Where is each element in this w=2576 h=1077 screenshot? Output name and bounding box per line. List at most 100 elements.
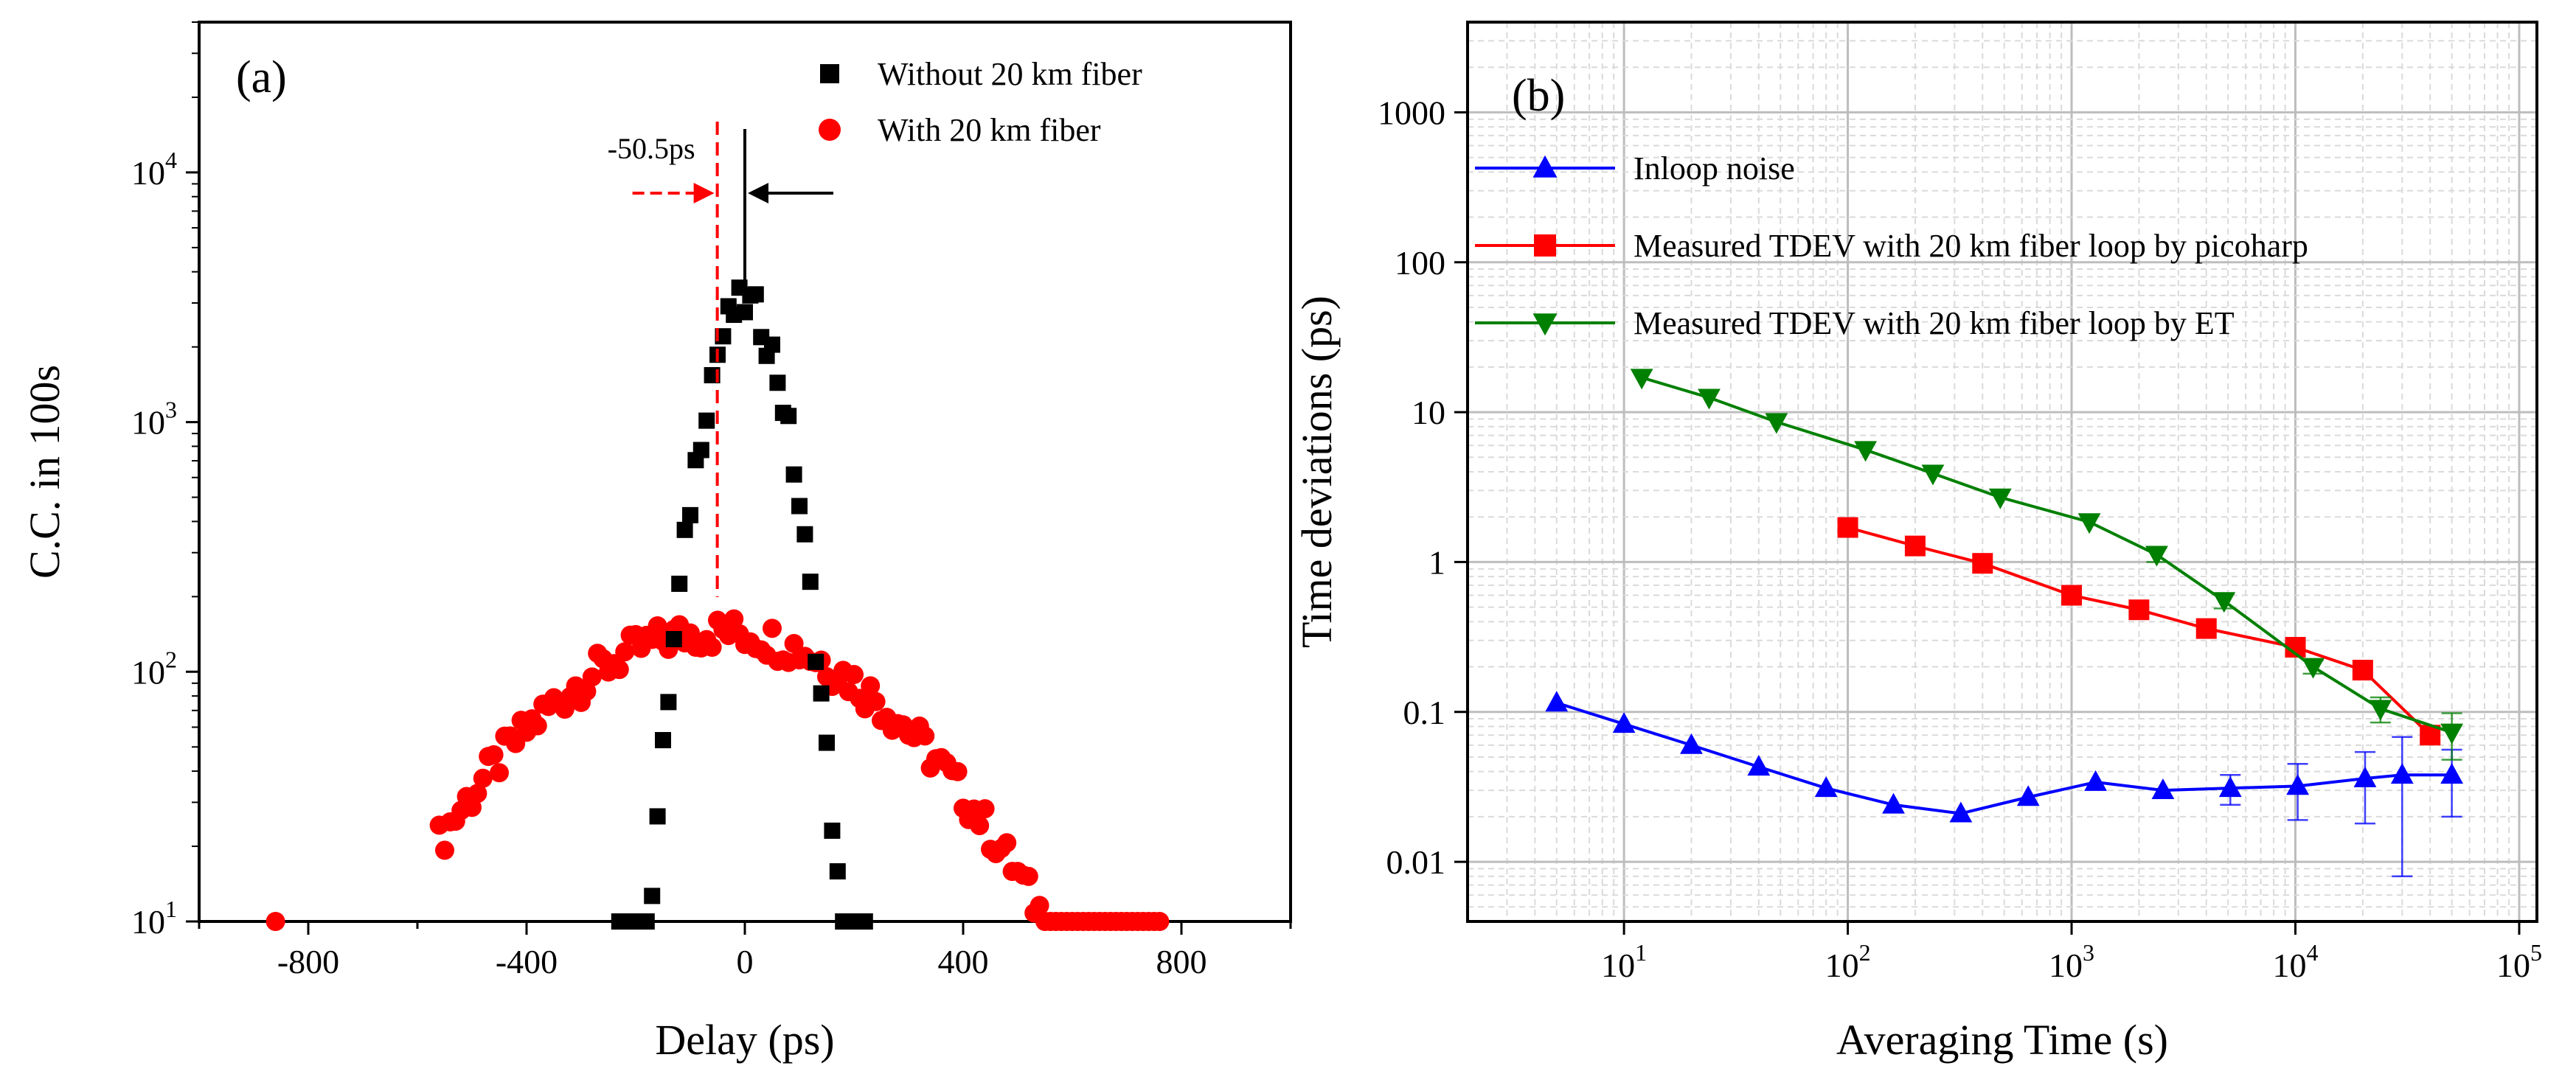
panel-a-data-point	[948, 761, 968, 781]
panel-a-data-point	[784, 634, 804, 654]
panel-b-label: (b)	[1512, 71, 1565, 121]
panel-b-data-point	[2390, 763, 2414, 784]
panel-a-data-point	[638, 913, 655, 930]
panel-a-data-point	[468, 784, 487, 804]
panel-b-data-point	[2061, 585, 2083, 606]
panel-a-x-axis-title: Delay (ps)	[655, 1016, 834, 1064]
panel-a-data-point	[577, 681, 597, 701]
panel-b-data-point	[2352, 660, 2373, 681]
panel-a-data-point	[582, 667, 602, 687]
panel-b-y-tick-label: 1000	[1378, 94, 1445, 131]
panel-a-data-point	[737, 304, 753, 321]
panel-a-data-point	[609, 660, 629, 680]
panel-a-legend: Without 20 km fiber With 20 km fiber	[819, 56, 1142, 148]
panel-a-data-point	[265, 912, 285, 931]
panel-a-data-point	[866, 691, 886, 711]
panel-a-legend-marker	[819, 119, 841, 141]
panel-a-x-tick-label: 800	[1156, 943, 1207, 980]
panel-a-data-point	[655, 732, 671, 749]
panel-a-data-point	[915, 726, 935, 746]
panel-b-data-point	[2145, 546, 2168, 567]
panel-b-data-point	[2286, 774, 2310, 795]
panel-b-data-point	[1972, 553, 1993, 574]
panel-b-y-tick-label: 10	[1412, 394, 1445, 431]
panel-b-x-tick-label: 101	[1601, 939, 1647, 984]
panel-a-data-point	[970, 815, 990, 835]
panel-a-x-tick-label: 400	[938, 943, 989, 980]
panel-a-data-point	[1018, 866, 1038, 886]
panel-a-data-point	[747, 286, 764, 303]
panel-b-y-tick-label: 0.1	[1403, 694, 1446, 731]
panel-b-legend: Inloop noise Measured TDEV with 20 km fib…	[1475, 150, 2308, 341]
panel-a-data-point	[527, 716, 547, 736]
panel-b-data-point	[1882, 792, 1905, 814]
panel-b-legend-marker	[1532, 155, 1558, 178]
panel-b-x-tick-label: 103	[2049, 939, 2094, 984]
panel-b-data-point	[1630, 369, 1653, 390]
panel-a-y-tick-label: 103	[131, 397, 177, 442]
panel-a-data-point	[615, 642, 635, 662]
panel-a-y-tick-label: 104	[131, 147, 177, 192]
panel-b-y-tick-label: 0.01	[1386, 843, 1446, 881]
panel-a-data-point	[819, 734, 835, 751]
panel-a-legend-label: With 20 km fiber	[878, 112, 1101, 148]
panel-a-data-point	[861, 676, 881, 696]
panel-b-chart: 101 102 103 104 105 0.01 0.1 1 10 100 1000 (b) Ave…	[1293, 21, 2542, 1064]
panel-b-data-point	[1814, 776, 1838, 798]
panel-a-data-point	[660, 694, 677, 711]
panel-b-legend-marker	[1534, 234, 1556, 257]
panel-a-data-point	[829, 863, 846, 880]
panel-b-plot-frame	[1466, 21, 2538, 923]
panel-b-data-point	[1837, 517, 1858, 538]
panel-b-data-point	[1680, 733, 1703, 754]
panel-b-data-point	[1854, 441, 1878, 462]
panel-a-data-point	[997, 833, 1017, 853]
panel-a-data-point	[844, 665, 864, 685]
panel-b-data-point	[2353, 766, 2377, 787]
panel-a-data-point	[808, 653, 824, 670]
panel-a-data-point	[769, 374, 786, 391]
panel-b-data-point	[2440, 723, 2464, 745]
panel-a-data-point	[785, 466, 802, 483]
panel-b-data-point	[2218, 776, 2242, 798]
panel-a-data-point	[802, 574, 819, 590]
panel-a-black-arrow-head	[748, 183, 768, 203]
panel-b-data-point	[1988, 488, 2012, 509]
panel-b-legend-label: Measured TDEV with 20 km fiber loop by E…	[1634, 305, 2235, 341]
panel-b-data-point	[2077, 513, 2101, 534]
panel-b-data-point	[1747, 755, 1771, 776]
panel-a-data-point	[764, 336, 780, 353]
panel-a-data-point	[473, 768, 493, 788]
panel-a-data-point	[648, 616, 667, 636]
panel-a-y-tick-label: 101	[131, 896, 177, 941]
panel-a-offset-annotation: -50.5ps	[608, 132, 695, 165]
panel-a-label: (a)	[236, 52, 287, 102]
panel-a-data-point	[796, 526, 813, 543]
panel-b-data-point	[2195, 618, 2217, 639]
panel-b-data-point	[1698, 388, 1721, 410]
panel-a-legend-marker	[820, 64, 839, 83]
panel-a-data-point	[1030, 896, 1049, 916]
panel-a-data-point	[1150, 912, 1170, 931]
panel-b-x-tick-label: 105	[2496, 939, 2542, 984]
panel-a-data-point	[813, 685, 830, 702]
panel-b-data-point	[2302, 658, 2325, 679]
panel-a-y-tick-label: 102	[131, 646, 177, 691]
panel-a-data-point	[702, 637, 722, 657]
panel-b-data-point	[2369, 700, 2392, 721]
panel-b-legend-label: Inloop noise	[1634, 150, 1795, 187]
panel-b-legend-marker	[1532, 313, 1558, 336]
panel-b-data-point	[1545, 691, 1569, 712]
panel-a-data-point	[649, 808, 666, 825]
panel-b-data-point	[2128, 599, 2150, 621]
panel-a-data-point	[698, 412, 715, 429]
panel-a-data-point	[676, 521, 693, 538]
panel-b-y-tick-label: 1	[1428, 543, 1445, 581]
panel-b-x-tick-label: 102	[1825, 939, 1871, 984]
panel-a-data-point	[671, 575, 688, 592]
panel-a-data-point	[490, 763, 509, 783]
panel-a-data-point	[791, 498, 808, 515]
panel-b-data-point	[1765, 413, 1788, 434]
